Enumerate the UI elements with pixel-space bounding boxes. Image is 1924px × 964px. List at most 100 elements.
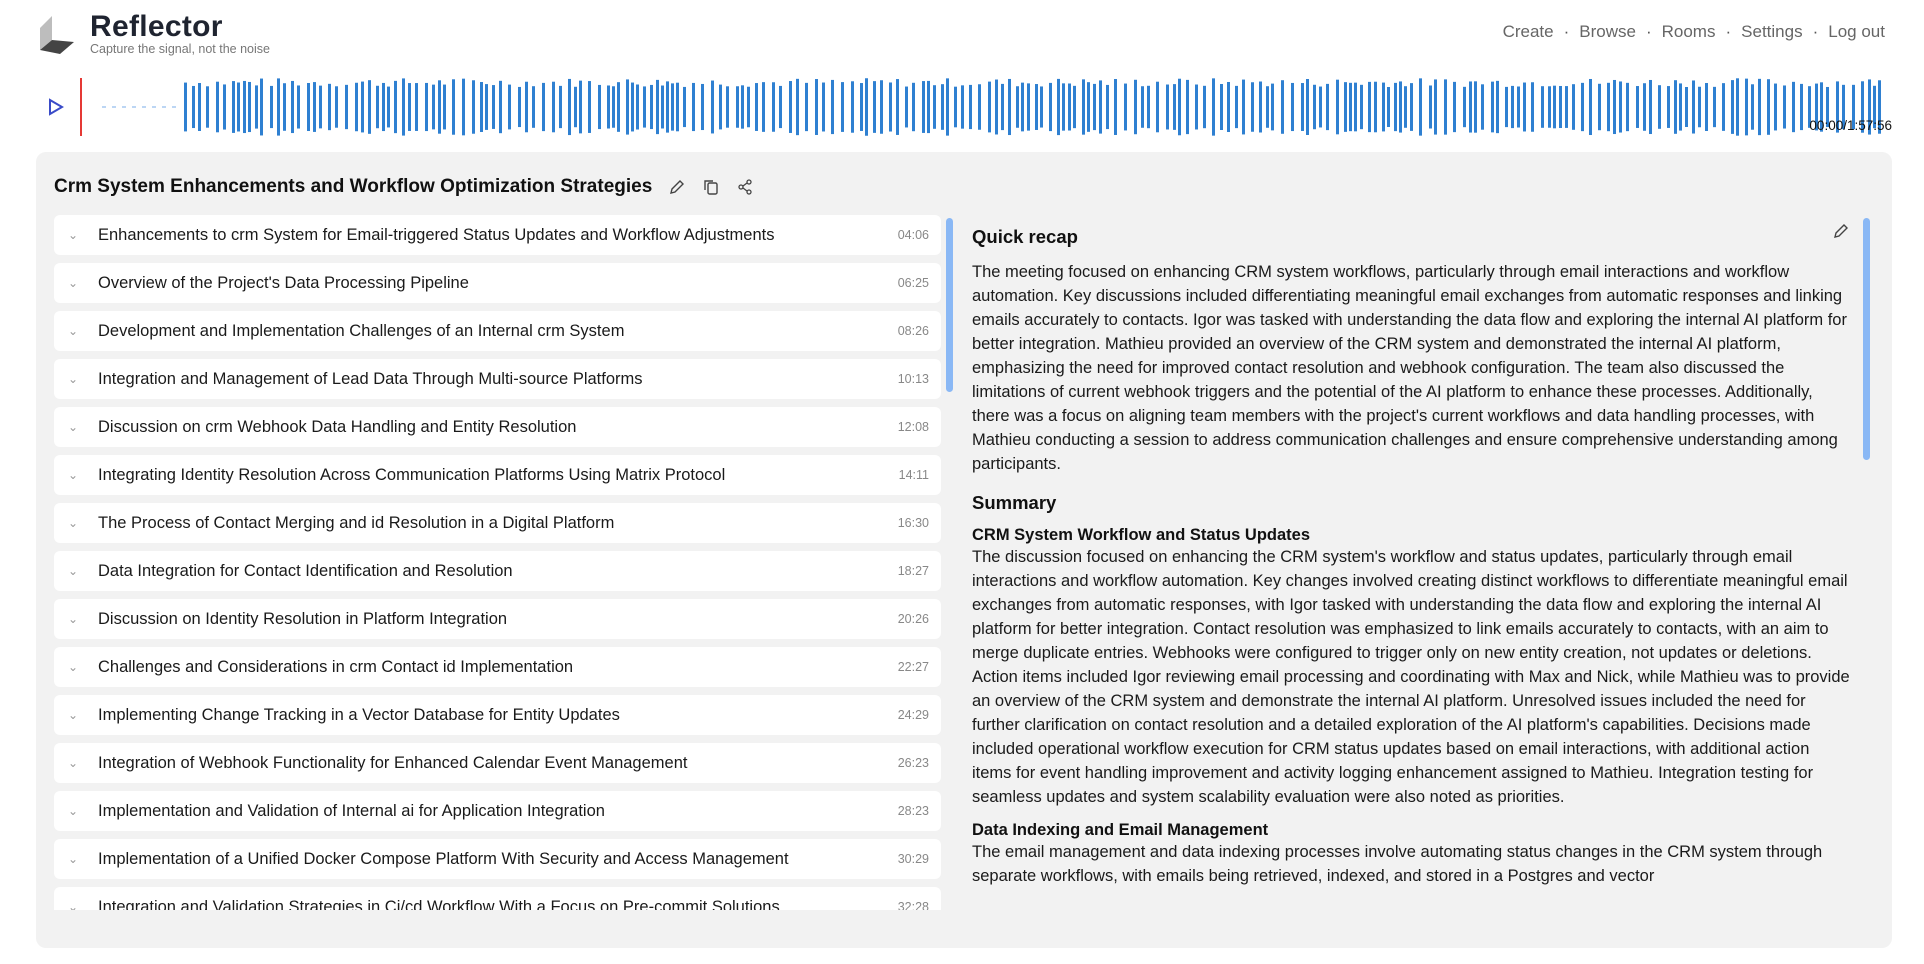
- share-icon[interactable]: [736, 178, 754, 196]
- topic-list-scrollbar[interactable]: [946, 218, 953, 392]
- waveform-bar: [1057, 78, 1060, 136]
- chevron-down-icon[interactable]: ⌄: [68, 612, 79, 626]
- waveform-bar: [552, 81, 555, 133]
- nav-settings[interactable]: Settings: [1741, 22, 1803, 41]
- topic-item[interactable]: ⌄ Data Integration for Contact Identifica…: [54, 551, 941, 591]
- topic-item[interactable]: ⌄ Challenges and Considerations in crm Co…: [54, 647, 941, 687]
- recap-heading: Quick recap: [972, 226, 1078, 247]
- waveform-bar: [1767, 79, 1770, 135]
- waveform-bar: [1001, 83, 1004, 131]
- transcript-panel: Crm System Enhancements and Workflow Opt…: [36, 152, 1892, 948]
- waveform-bar: [216, 81, 219, 133]
- waveform-bar: [671, 83, 674, 131]
- topic-item[interactable]: ⌄ Discussion on Identity Resolution in Pl…: [54, 599, 941, 639]
- waveform-bar: [1291, 82, 1294, 132]
- waveform-bar: [1306, 79, 1309, 135]
- waveform-bar: [1301, 83, 1304, 131]
- chevron-down-icon[interactable]: ⌄: [68, 468, 79, 482]
- waveform-bar: [1203, 85, 1206, 129]
- waveform-bar: [1404, 86, 1407, 128]
- chevron-down-icon[interactable]: ⌄: [68, 756, 79, 770]
- chevron-down-icon[interactable]: ⌄: [68, 804, 79, 818]
- waveform-bar: [472, 80, 475, 134]
- waveform-bar: [1008, 78, 1011, 136]
- chevron-down-icon[interactable]: ⌄: [68, 900, 79, 910]
- chevron-down-icon[interactable]: ⌄: [68, 564, 79, 578]
- topic-item[interactable]: ⌄ Implementation of a Unified Docker Comp…: [54, 839, 941, 879]
- brand: Reflector Capture the signal, not the no…: [90, 10, 270, 56]
- waveform-bar: [831, 79, 834, 135]
- waveform-bar: [532, 86, 535, 128]
- waveform-bar: [865, 78, 868, 136]
- chevron-down-icon[interactable]: ⌄: [68, 420, 79, 434]
- reflector-logo-icon: [40, 16, 74, 54]
- edit-icon[interactable]: [668, 178, 686, 196]
- topic-title: The Process of Contact Merging and id Re…: [98, 513, 615, 532]
- chevron-down-icon[interactable]: ⌄: [68, 228, 79, 242]
- waveform-bar: [1674, 80, 1677, 134]
- waveform-bar: [1016, 86, 1019, 128]
- playhead[interactable]: [80, 78, 82, 136]
- waveform-bar: [270, 85, 273, 129]
- topic-timestamp: 28:23: [897, 804, 929, 818]
- waveform-bar: [568, 78, 571, 136]
- waveform-bar: [376, 85, 379, 129]
- summary-area: Quick recap The meeting focused on enhan…: [972, 222, 1852, 934]
- play-icon[interactable]: [48, 98, 64, 116]
- waveform-bar: [896, 79, 899, 135]
- topic-item[interactable]: ⌄ Integrating Identity Resolution Across …: [54, 455, 941, 495]
- waveform-bar: [772, 82, 775, 132]
- topic-item[interactable]: ⌄ Development and Implementation Challeng…: [54, 311, 941, 351]
- waveform-bar: [1410, 83, 1413, 131]
- waveform-bar: [223, 84, 226, 130]
- chevron-down-icon[interactable]: ⌄: [68, 372, 79, 386]
- topic-item[interactable]: ⌄ Enhancements to crm System for Email-tr…: [54, 215, 941, 255]
- topic-item[interactable]: ⌄ The Process of Contact Merging and id R…: [54, 503, 941, 543]
- nav-logout[interactable]: Log out: [1828, 22, 1885, 41]
- waveform-bar: [1021, 82, 1024, 132]
- waveform-bar: [1453, 81, 1456, 133]
- waveform-bar: [1419, 78, 1422, 136]
- topic-item[interactable]: ⌄ Integration of Webhook Functionality fo…: [54, 743, 941, 783]
- waveform-bar: [860, 83, 863, 131]
- waveform-bar: [206, 86, 209, 128]
- waveform-bar: [313, 82, 316, 132]
- topic-item[interactable]: ⌄ Implementation and Validation of Intern…: [54, 791, 941, 831]
- chevron-down-icon[interactable]: ⌄: [68, 324, 79, 338]
- waveform-bar: [736, 86, 739, 128]
- topic-item[interactable]: ⌄ Implementing Change Tracking in a Vecto…: [54, 695, 941, 735]
- waveform-bar: [368, 80, 371, 134]
- waveform-bar: [636, 84, 639, 130]
- chevron-down-icon[interactable]: ⌄: [68, 852, 79, 866]
- topic-timestamp: 06:25: [897, 276, 929, 290]
- waveform-bar: [499, 80, 502, 134]
- nav-browse[interactable]: Browse: [1579, 22, 1636, 41]
- chevron-down-icon[interactable]: ⌄: [68, 708, 79, 722]
- waveform-bar: [1336, 79, 1339, 135]
- nav-create[interactable]: Create: [1502, 22, 1554, 41]
- nav-rooms[interactable]: Rooms: [1661, 22, 1716, 41]
- chevron-down-icon[interactable]: ⌄: [68, 660, 79, 674]
- waveform-bar: [1313, 84, 1316, 130]
- topic-item[interactable]: ⌄ Overview of the Project's Data Processi…: [54, 263, 941, 303]
- waveform-bar: [1705, 83, 1708, 131]
- chevron-down-icon[interactable]: ⌄: [68, 516, 79, 530]
- copy-icon[interactable]: [702, 178, 720, 196]
- topic-title: Data Integration for Contact Identificat…: [98, 561, 513, 580]
- topic-title: Integration and Validation Strategies in…: [98, 897, 780, 911]
- title-row: Crm System Enhancements and Workflow Opt…: [54, 176, 754, 198]
- topic-timestamp: 14:11: [898, 468, 929, 482]
- waveform[interactable]: [84, 78, 1892, 136]
- chevron-down-icon[interactable]: ⌄: [68, 276, 79, 290]
- edit-summary-icon[interactable]: [1832, 222, 1850, 240]
- summary-scrollbar[interactable]: [1863, 218, 1870, 460]
- topic-item[interactable]: ⌄ Integration and Validation Strategies i…: [54, 887, 941, 910]
- waveform-bar: [1227, 81, 1230, 133]
- waveform-bar: [741, 85, 744, 129]
- waveform-bar: [954, 86, 957, 128]
- waveform-bar: [574, 86, 577, 128]
- topic-item[interactable]: ⌄ Discussion on crm Webhook Data Handling…: [54, 407, 941, 447]
- waveform-bar: [525, 81, 528, 133]
- waveform-bar: [1156, 81, 1159, 133]
- topic-item[interactable]: ⌄ Integration and Management of Lead Data…: [54, 359, 941, 399]
